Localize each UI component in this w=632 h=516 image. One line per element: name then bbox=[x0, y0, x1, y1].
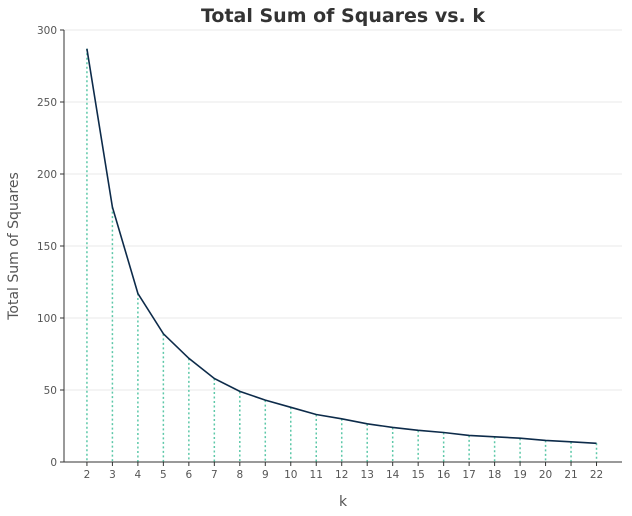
x-tick-label: 18 bbox=[488, 469, 501, 481]
series-layer bbox=[86, 48, 597, 445]
x-tick-label: 7 bbox=[211, 469, 218, 481]
x-tick-label: 10 bbox=[284, 469, 297, 481]
chart-title: Total Sum of Squares vs. k bbox=[201, 5, 485, 27]
x-tick-label: 19 bbox=[513, 469, 526, 481]
y-tick-label: 300 bbox=[37, 25, 57, 37]
x-tick-label: 22 bbox=[590, 469, 603, 481]
y-axis-label: Total Sum of Squares bbox=[6, 172, 22, 321]
x-tick-label: 5 bbox=[160, 469, 167, 481]
y-tick-label: 0 bbox=[50, 457, 57, 469]
drop-lines bbox=[86, 48, 598, 462]
grid-lines bbox=[64, 29, 622, 391]
x-tick-label: 14 bbox=[386, 469, 400, 481]
x-tick-label: 11 bbox=[310, 469, 323, 481]
x-tick-label: 16 bbox=[437, 469, 451, 481]
x-tick-label: 6 bbox=[186, 469, 193, 481]
x-tick-label: 20 bbox=[539, 469, 552, 481]
x-ticks: 2 3 4 5 6 7 8 9 10 11 12 13 14 15 16 17 18 19 20 21 22 bbox=[84, 462, 603, 481]
y-tick-label: 100 bbox=[37, 313, 57, 325]
x-tick-label: 2 bbox=[84, 469, 91, 481]
series-line bbox=[86, 48, 597, 445]
x-tick-label: 9 bbox=[262, 469, 269, 481]
y-tick-label: 250 bbox=[37, 97, 57, 109]
y-ticks: 0 50 100 150 200 250 300 bbox=[37, 25, 64, 469]
x-tick-label: 3 bbox=[109, 469, 116, 481]
y-tick-label: 200 bbox=[37, 169, 57, 181]
y-tick-label: 150 bbox=[37, 241, 57, 253]
x-tick-label: 8 bbox=[236, 469, 243, 481]
x-tick-label: 21 bbox=[564, 469, 577, 481]
x-tick-label: 17 bbox=[462, 469, 475, 481]
x-tick-label: 4 bbox=[135, 469, 142, 481]
x-tick-label: 12 bbox=[335, 469, 348, 481]
y-tick-label: 50 bbox=[44, 385, 57, 397]
x-tick-label: 15 bbox=[411, 469, 424, 481]
x-axis-label: k bbox=[339, 494, 348, 510]
x-tick-label: 13 bbox=[361, 469, 374, 481]
